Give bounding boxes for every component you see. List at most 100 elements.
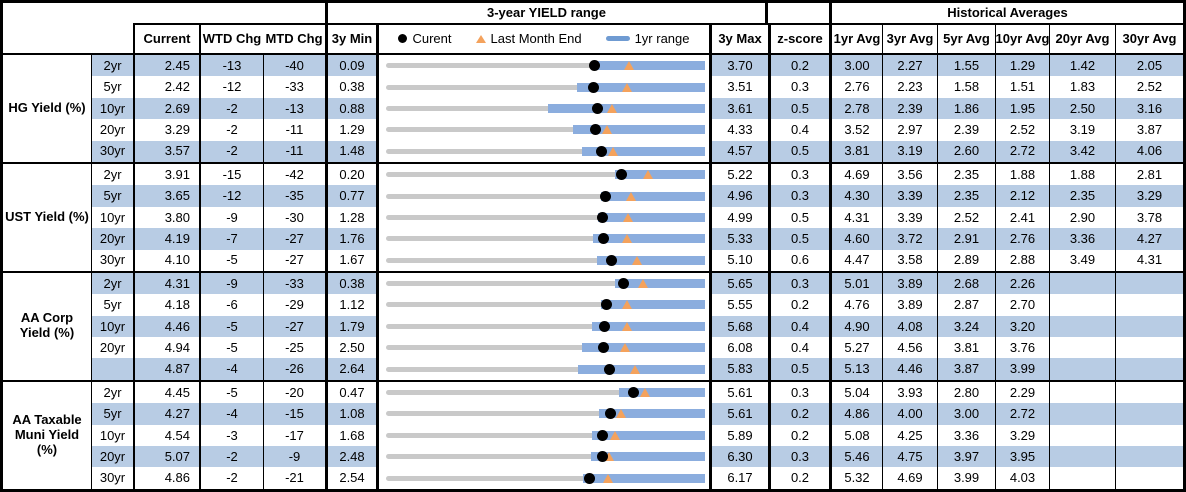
range-track (386, 475, 705, 481)
chart-cell (376, 446, 709, 468)
mtd-chg-cell: -29 (263, 294, 325, 316)
header-30yr-avg: 30yr Avg (1115, 25, 1183, 53)
max-3y-cell: 5.61 (709, 381, 768, 404)
avg-cell: 2.35 (937, 185, 995, 207)
range-chart (386, 337, 705, 358)
max-3y-cell: 6.08 (709, 337, 768, 359)
legend-last-month-end: Last Month End (475, 32, 582, 46)
legend-current-label: Curent (412, 31, 452, 47)
z-score-cell: 0.5 (768, 97, 829, 120)
current-cell: 4.31 (133, 272, 199, 295)
current-dot-icon (590, 124, 602, 136)
current-dot-icon (605, 408, 617, 420)
avg-cell: 3.97 (937, 446, 995, 468)
range-track (386, 214, 705, 220)
group-block: AA Taxable Muni Yield (%) 2yr 4.45 -5 -20 0.4… (3, 379, 1183, 489)
current-dot-icon (597, 211, 609, 223)
range-track (386, 281, 705, 287)
max-3y-cell: 4.99 (709, 206, 768, 229)
avg-cell (1049, 358, 1115, 380)
avg-cell: 2.76 (995, 228, 1049, 250)
avg-cell: 2.72 (995, 403, 1049, 425)
range-track (386, 236, 705, 242)
avg-cell: 5.01 (829, 272, 882, 295)
header-current: Current (133, 25, 199, 53)
min-3y-cell: 1.67 (325, 249, 376, 271)
avg-cell: 3.19 (882, 140, 937, 162)
avg-cell: 3.00 (937, 403, 995, 425)
chart-cell (376, 315, 709, 338)
avg-cell: 2.27 (882, 55, 937, 77)
current-dot-icon (627, 387, 639, 399)
tenor-cell: 2yr (91, 272, 133, 295)
min-3y-cell: 1.29 (325, 119, 376, 141)
current-cell: 3.91 (133, 163, 199, 186)
min-3y-cell: 1.76 (325, 228, 376, 250)
avg-cell (1115, 358, 1183, 380)
mtd-chg-cell: -21 (263, 467, 325, 489)
avg-cell: 3.20 (995, 315, 1049, 338)
month-end-triangle-icon (621, 234, 632, 244)
max-3y-cell: 5.33 (709, 228, 768, 250)
range-chart (386, 98, 705, 119)
avg-cell: 4.69 (882, 467, 937, 489)
current-dot-icon (584, 472, 596, 484)
avg-cell: 2.60 (937, 140, 995, 162)
month-end-triangle-icon (601, 125, 612, 135)
avg-cell: 2.76 (829, 76, 882, 98)
range-chart (386, 294, 705, 315)
wtd-chg-cell: -3 (199, 424, 263, 447)
header-1yr-avg: 1yr Avg (829, 25, 882, 53)
current-cell: 4.19 (133, 228, 199, 250)
range-track (386, 84, 705, 90)
current-dot-icon (603, 363, 615, 375)
avg-cell: 3.16 (1115, 97, 1183, 120)
range-track (386, 366, 705, 372)
avg-cell: 3.99 (995, 358, 1049, 380)
min-3y-cell: 0.38 (325, 272, 376, 295)
avg-cell: 1.51 (995, 76, 1049, 98)
current-cell: 2.45 (133, 55, 199, 77)
group-label: HG Yield (%) (3, 55, 91, 162)
wtd-chg-cell: -13 (199, 55, 263, 77)
min-3y-cell: 1.48 (325, 140, 376, 162)
current-dot-icon (588, 81, 600, 93)
wtd-chg-cell: -2 (199, 119, 263, 141)
current-dot-icon (599, 320, 611, 332)
z-score-cell: 0.5 (768, 206, 829, 229)
tenor-cell: 30yr (91, 467, 133, 489)
tenor-cell: 2yr (91, 381, 133, 404)
mtd-chg-cell: -35 (263, 185, 325, 207)
tenor-cell: 20yr (91, 119, 133, 141)
range-bar-1yr (590, 452, 705, 462)
range-bar-1yr (594, 61, 705, 71)
range-track (386, 345, 705, 351)
z-score-cell: 0.3 (768, 185, 829, 207)
tenor-cell: 20yr (91, 228, 133, 250)
max-3y-cell: 6.30 (709, 446, 768, 468)
range-chart (386, 358, 705, 379)
range-chart (386, 382, 705, 403)
avg-cell: 2.90 (1049, 206, 1115, 229)
range-bar-1yr (576, 82, 705, 92)
mtd-chg-cell: -11 (263, 140, 325, 162)
avg-cell (1049, 446, 1115, 468)
chart-cell (376, 294, 709, 316)
min-3y-cell: 2.48 (325, 446, 376, 468)
range-bar-1yr (614, 170, 705, 180)
avg-cell: 3.39 (882, 206, 937, 229)
wtd-chg-cell: -2 (199, 140, 263, 162)
min-3y-cell: 2.54 (325, 467, 376, 489)
month-end-triangle-icon (604, 452, 615, 462)
avg-cell: 2.80 (937, 381, 995, 404)
avg-cell: 2.05 (1115, 55, 1183, 77)
range-track (386, 390, 705, 396)
wtd-chg-cell: -2 (199, 446, 263, 468)
mtd-chg-cell: -9 (263, 446, 325, 468)
min-3y-cell: 0.38 (325, 76, 376, 98)
header-3y-min: 3y Min (325, 25, 376, 53)
max-3y-cell: 6.17 (709, 467, 768, 489)
avg-cell: 2.35 (1049, 185, 1115, 207)
avg-cell (1115, 467, 1183, 489)
chart-cell (376, 228, 709, 250)
